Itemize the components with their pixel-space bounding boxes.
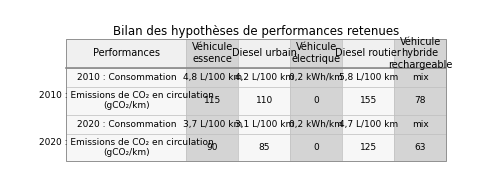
Bar bbox=[342, 87, 394, 115]
Bar bbox=[342, 115, 394, 134]
Text: 2010 : Consommation: 2010 : Consommation bbox=[76, 73, 176, 82]
Bar bbox=[342, 68, 394, 87]
Bar bbox=[394, 115, 446, 134]
Text: Véhicule
essence: Véhicule essence bbox=[192, 42, 233, 64]
Text: 2010 : Emissions de CO₂ en circulation
(gCO₂/km): 2010 : Emissions de CO₂ en circulation (… bbox=[39, 91, 214, 111]
Text: 125: 125 bbox=[360, 143, 376, 152]
Bar bbox=[290, 115, 342, 134]
Bar bbox=[342, 134, 394, 161]
Text: 4,2 L/100 km: 4,2 L/100 km bbox=[234, 73, 294, 82]
Bar bbox=[342, 39, 394, 68]
Bar bbox=[66, 39, 186, 68]
Text: 0: 0 bbox=[314, 96, 319, 105]
Bar bbox=[238, 87, 290, 115]
Text: 0,2 kWh/km: 0,2 kWh/km bbox=[290, 120, 343, 129]
Bar bbox=[186, 39, 238, 68]
Text: Véhicule
électrique: Véhicule électrique bbox=[292, 42, 341, 64]
Text: 4,8 L/100 km: 4,8 L/100 km bbox=[182, 73, 242, 82]
Text: 155: 155 bbox=[360, 96, 377, 105]
Text: 3,7 L/100 km: 3,7 L/100 km bbox=[182, 120, 242, 129]
Bar bbox=[66, 87, 186, 115]
Bar bbox=[186, 115, 238, 134]
Bar bbox=[186, 68, 238, 87]
Bar bbox=[394, 87, 446, 115]
Text: 115: 115 bbox=[204, 96, 221, 105]
Bar bbox=[394, 134, 446, 161]
Text: mix: mix bbox=[412, 73, 428, 82]
Text: 2020 : Consommation: 2020 : Consommation bbox=[76, 120, 176, 129]
Bar bbox=[66, 115, 186, 134]
Text: 90: 90 bbox=[206, 143, 218, 152]
Text: Performances: Performances bbox=[93, 48, 160, 58]
Bar bbox=[290, 39, 342, 68]
Text: 0,2 kWh/km: 0,2 kWh/km bbox=[290, 73, 343, 82]
Text: 0: 0 bbox=[314, 143, 319, 152]
Text: Véhicule
hybride
rechargeable: Véhicule hybride rechargeable bbox=[388, 37, 452, 70]
Text: 110: 110 bbox=[256, 96, 273, 105]
Bar bbox=[394, 39, 446, 68]
Bar bbox=[66, 39, 446, 161]
Bar bbox=[186, 87, 238, 115]
Text: 5,8 L/100 km: 5,8 L/100 km bbox=[338, 73, 398, 82]
Text: 78: 78 bbox=[414, 96, 426, 105]
Text: 63: 63 bbox=[414, 143, 426, 152]
Text: 85: 85 bbox=[258, 143, 270, 152]
Bar bbox=[66, 68, 186, 87]
Text: Bilan des hypothèses de performances retenues: Bilan des hypothèses de performances ret… bbox=[113, 25, 400, 38]
Bar bbox=[394, 68, 446, 87]
Text: Diesel routier: Diesel routier bbox=[335, 48, 401, 58]
Bar bbox=[186, 134, 238, 161]
Bar bbox=[238, 68, 290, 87]
Bar bbox=[238, 39, 290, 68]
Bar bbox=[238, 115, 290, 134]
Text: Diesel urbain: Diesel urbain bbox=[232, 48, 296, 58]
Text: 2020 : Emissions de CO₂ en circulation
(gCO₂/km): 2020 : Emissions de CO₂ en circulation (… bbox=[39, 138, 214, 157]
Bar bbox=[290, 87, 342, 115]
Bar bbox=[290, 134, 342, 161]
Bar bbox=[290, 68, 342, 87]
Text: 3,1 L/100 km: 3,1 L/100 km bbox=[234, 120, 294, 129]
Bar bbox=[238, 134, 290, 161]
Text: mix: mix bbox=[412, 120, 428, 129]
Bar bbox=[66, 134, 186, 161]
Text: 4,7 L/100 km: 4,7 L/100 km bbox=[338, 120, 398, 129]
